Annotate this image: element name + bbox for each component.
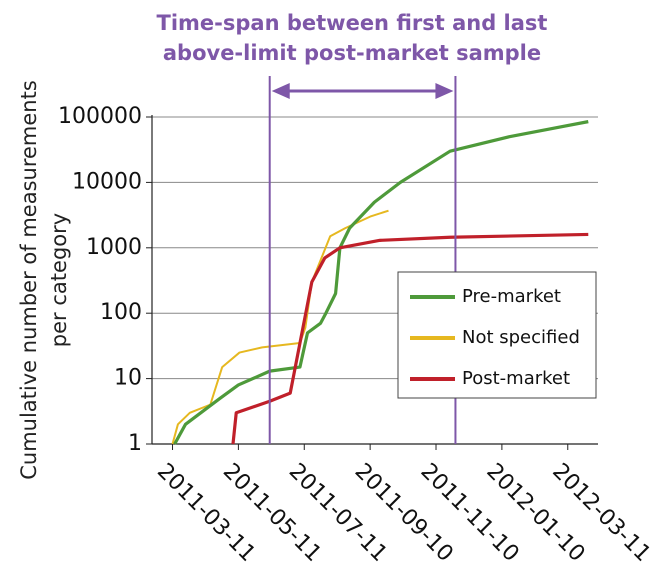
legend-label: Not specified	[462, 327, 580, 348]
y-tick-label: 1000	[86, 235, 142, 260]
legend-label: Post-market	[462, 368, 570, 389]
y-tick-label: 1	[128, 431, 142, 456]
y-axis-label: Cumulative number of measurements per ca…	[17, 80, 71, 480]
series-line	[231, 232, 589, 445]
legend: Pre-market Not specified Post-market	[397, 271, 597, 399]
y-tick-label: 100	[100, 300, 142, 325]
series-line	[171, 209, 389, 445]
series-line	[173, 120, 589, 445]
y-tick-label: 10000	[72, 169, 142, 194]
chart-title: above-limit post-market sample	[163, 41, 541, 65]
arrow-head	[435, 83, 454, 99]
y-tick-label: 100000	[58, 104, 142, 129]
y-axis-label-line: per category	[47, 213, 71, 347]
y-tick-label: 10	[114, 366, 142, 391]
arrow-head	[271, 83, 290, 99]
y-axis-label-line: Cumulative number of measurements	[17, 80, 41, 480]
chart-title: Time-span between first and last	[157, 11, 548, 35]
legend-label: Pre-market	[462, 286, 561, 307]
